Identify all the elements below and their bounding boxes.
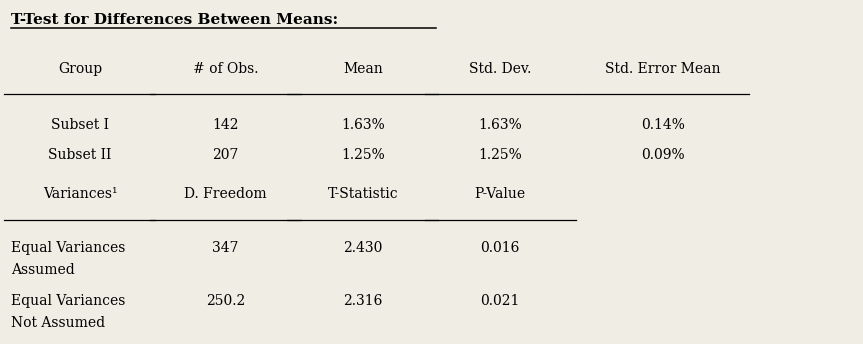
Text: Std. Error Mean: Std. Error Mean: [605, 62, 721, 76]
Text: Subset I: Subset I: [51, 118, 109, 132]
Text: 0.14%: 0.14%: [641, 118, 685, 132]
Text: 0.021: 0.021: [481, 294, 520, 308]
Text: Not Assumed: Not Assumed: [11, 315, 105, 330]
Text: T-Statistic: T-Statistic: [328, 187, 398, 201]
Text: # of Obs.: # of Obs.: [193, 62, 258, 76]
Text: 1.63%: 1.63%: [478, 118, 522, 132]
Text: Assumed: Assumed: [11, 263, 75, 277]
Text: T-Test for Differences Between Means:: T-Test for Differences Between Means:: [11, 13, 338, 27]
Text: Group: Group: [58, 62, 102, 76]
Text: 142: 142: [212, 118, 239, 132]
Text: 1.25%: 1.25%: [478, 148, 522, 162]
Text: 0.09%: 0.09%: [641, 148, 685, 162]
Text: 347: 347: [212, 241, 239, 255]
Text: 1.25%: 1.25%: [341, 148, 385, 162]
Text: Equal Variances: Equal Variances: [11, 241, 126, 255]
Text: 2.316: 2.316: [343, 294, 382, 308]
Text: 1.63%: 1.63%: [341, 118, 385, 132]
Text: 0.016: 0.016: [481, 241, 520, 255]
Text: Subset II: Subset II: [48, 148, 111, 162]
Text: Std. Dev.: Std. Dev.: [469, 62, 532, 76]
Text: 207: 207: [212, 148, 239, 162]
Text: 2.430: 2.430: [343, 241, 382, 255]
Text: 250.2: 250.2: [206, 294, 245, 308]
Text: Equal Variances: Equal Variances: [11, 294, 126, 308]
Text: P-Value: P-Value: [475, 187, 526, 201]
Text: D. Freedom: D. Freedom: [185, 187, 267, 201]
Text: Mean: Mean: [343, 62, 383, 76]
Text: Variances¹: Variances¹: [42, 187, 117, 201]
